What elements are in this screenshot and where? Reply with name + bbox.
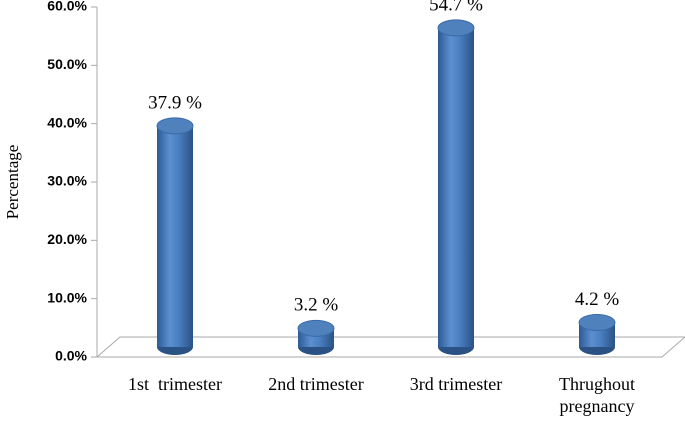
y-tick-label: 0.0%: [55, 348, 87, 364]
y-tick-label: 50.0%: [47, 56, 87, 72]
y-axis-label: Percentage: [3, 145, 22, 220]
value-label: 3.2 %: [294, 295, 339, 316]
y-tick-label: 10.0%: [47, 289, 87, 305]
bar-top: [437, 19, 475, 37]
floor: [95, 336, 685, 358]
y-tick-label: 40.0%: [47, 114, 87, 130]
x-tick-label: 3rd trimester: [409, 374, 503, 394]
bar: [438, 27, 474, 348]
bar-top: [156, 117, 194, 135]
y-tick-label: 60.0%: [47, 0, 87, 14]
value-label: 4.2 %: [575, 289, 620, 310]
bar-top: [297, 319, 335, 337]
bar: [157, 125, 193, 348]
value-label: 37.9 %: [148, 92, 202, 113]
x-tick-label: 1st trimester: [128, 374, 222, 394]
bar-top: [578, 314, 616, 331]
x-tick-label: Thrughout pregnancy: [559, 374, 640, 416]
y-tick-label: 20.0%: [47, 231, 87, 247]
y-tick-label: 30.0%: [47, 173, 87, 189]
x-tick-label: 2nd trimester: [268, 374, 364, 394]
value-label: 54.7 %: [429, 0, 483, 15]
